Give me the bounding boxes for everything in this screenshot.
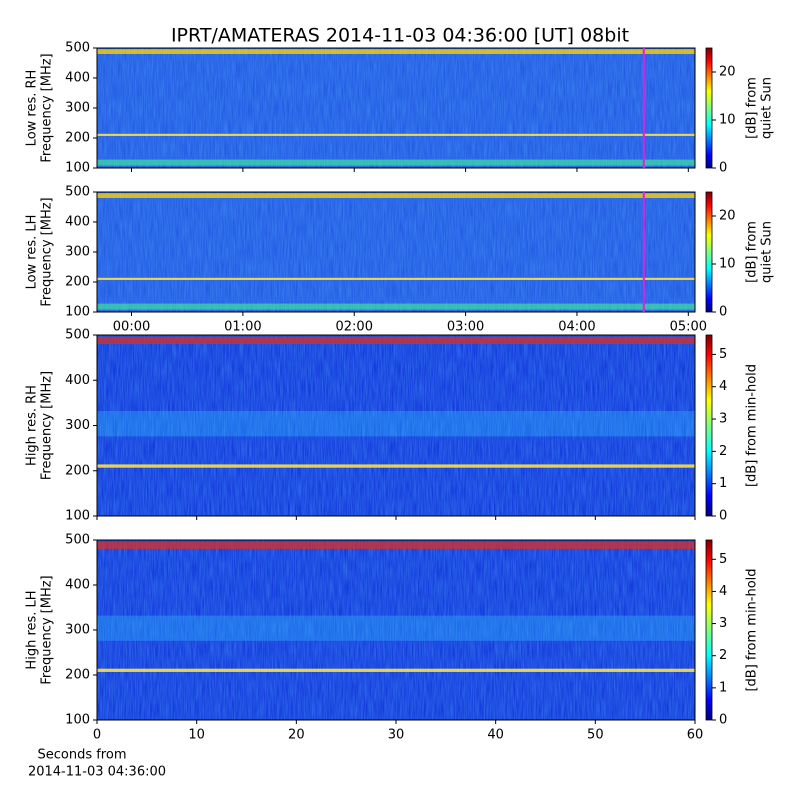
y-label: High res. RH [25, 385, 40, 466]
x-tick-label: 01:00 [224, 320, 261, 335]
band [97, 303, 695, 310]
y-label: High res. LH [25, 590, 40, 669]
colorbar-label: quiet Sun [760, 77, 775, 139]
spectrogram-noise [97, 192, 695, 312]
colorbar-label: [dB] from [745, 77, 760, 139]
y-label: Frequency [MHz] [40, 371, 55, 480]
y-tick-label: 400 [65, 578, 90, 593]
y-label: Frequency [MHz] [40, 575, 55, 684]
band [97, 49, 695, 54]
spectrogram-noise [97, 335, 695, 516]
x-label: Seconds from [37, 748, 126, 763]
y-label: Low res. LH [25, 215, 40, 290]
y-tick-label: 200 [65, 463, 90, 478]
colorbar-label: [dB] from [745, 221, 760, 283]
x-tick-label: 60 [687, 728, 704, 743]
y-tick-label: 500 [65, 533, 90, 548]
colorbar-tick-label: 20 [719, 209, 736, 224]
y-tick-label: 100 [65, 161, 90, 176]
colorbar-tick-label: 0 [719, 713, 727, 728]
y-label: Frequency [MHz] [40, 197, 55, 306]
band [97, 464, 695, 468]
colorbar [705, 334, 713, 517]
y-tick-label: 300 [65, 245, 90, 260]
colorbar-tick-label: 5 [719, 347, 727, 362]
x-tick-label: 50 [587, 728, 604, 743]
y-tick-label: 500 [65, 185, 90, 200]
y-tick-label: 200 [65, 131, 90, 146]
band [97, 277, 695, 280]
y-label: Low res. RH [25, 70, 40, 147]
colorbar-tick-label: 1 [719, 680, 727, 695]
colorbar [705, 539, 713, 721]
colorbar-tick-label: 5 [719, 552, 727, 567]
x-tick-label: 05:00 [670, 320, 707, 335]
y-tick-label: 300 [65, 101, 90, 116]
x-tick-label: 04:00 [558, 320, 595, 335]
colorbar-tick-label: 0 [719, 305, 727, 320]
x-tick-label: 03:00 [447, 320, 484, 335]
colorbar-tick-label: 0 [719, 509, 727, 524]
x-tick-label: 00:00 [113, 320, 150, 335]
colorbar-label: [dB] from min-hold [745, 568, 760, 691]
band [97, 411, 695, 437]
colorbar-tick-label: 4 [719, 584, 727, 599]
y-tick-label: 400 [65, 373, 90, 388]
colorbar-tick-label: 3 [719, 616, 727, 631]
colorbar-tick-label: 10 [719, 113, 736, 128]
band [97, 159, 695, 166]
colorbar-tick-label: 0 [719, 161, 727, 176]
y-tick-label: 400 [65, 215, 90, 230]
colorbar [705, 191, 713, 313]
y-tick-label: 100 [65, 713, 90, 728]
band [97, 541, 695, 549]
colorbar [705, 47, 713, 169]
title: IPRT/AMATERAS 2014-11-03 04:36:00 [UT] 0… [171, 25, 629, 47]
band [97, 336, 695, 345]
colorbar-tick-label: 3 [719, 412, 727, 427]
y-tick-label: 100 [65, 305, 90, 320]
y-tick-label: 100 [65, 509, 90, 524]
band [97, 615, 695, 641]
y-tick-label: 200 [65, 275, 90, 290]
colorbar-tick-label: 4 [719, 379, 727, 394]
y-tick-label: 300 [65, 623, 90, 638]
y-label: Frequency [MHz] [40, 53, 55, 162]
y-tick-label: 400 [65, 71, 90, 86]
y-tick-label: 500 [65, 328, 90, 343]
colorbar-label: quiet Sun [760, 221, 775, 283]
x-tick-label: 40 [487, 728, 504, 743]
x-tick-label: 20 [288, 728, 305, 743]
y-tick-label: 500 [65, 41, 90, 56]
colorbar-tick-label: 20 [719, 65, 736, 80]
colorbar-tick-label: 10 [719, 257, 736, 272]
colorbar-tick-label: 2 [719, 444, 727, 459]
y-tick-label: 300 [65, 418, 90, 433]
x-tick-label: 30 [388, 728, 405, 743]
band [97, 668, 695, 672]
x-label: 2014-11-03 04:36:00 [28, 765, 166, 780]
spectrogram-noise [97, 48, 695, 168]
colorbar-tick-label: 2 [719, 648, 727, 663]
band [97, 133, 695, 136]
y-tick-label: 200 [65, 668, 90, 683]
colorbar-label: [dB] from min-hold [745, 364, 760, 487]
x-tick-label: 0 [93, 728, 101, 743]
x-tick-label: 10 [188, 728, 205, 743]
x-tick-label: 02:00 [336, 320, 373, 335]
band [97, 193, 695, 198]
spectrogram-noise [97, 540, 695, 720]
colorbar-tick-label: 1 [719, 476, 727, 491]
